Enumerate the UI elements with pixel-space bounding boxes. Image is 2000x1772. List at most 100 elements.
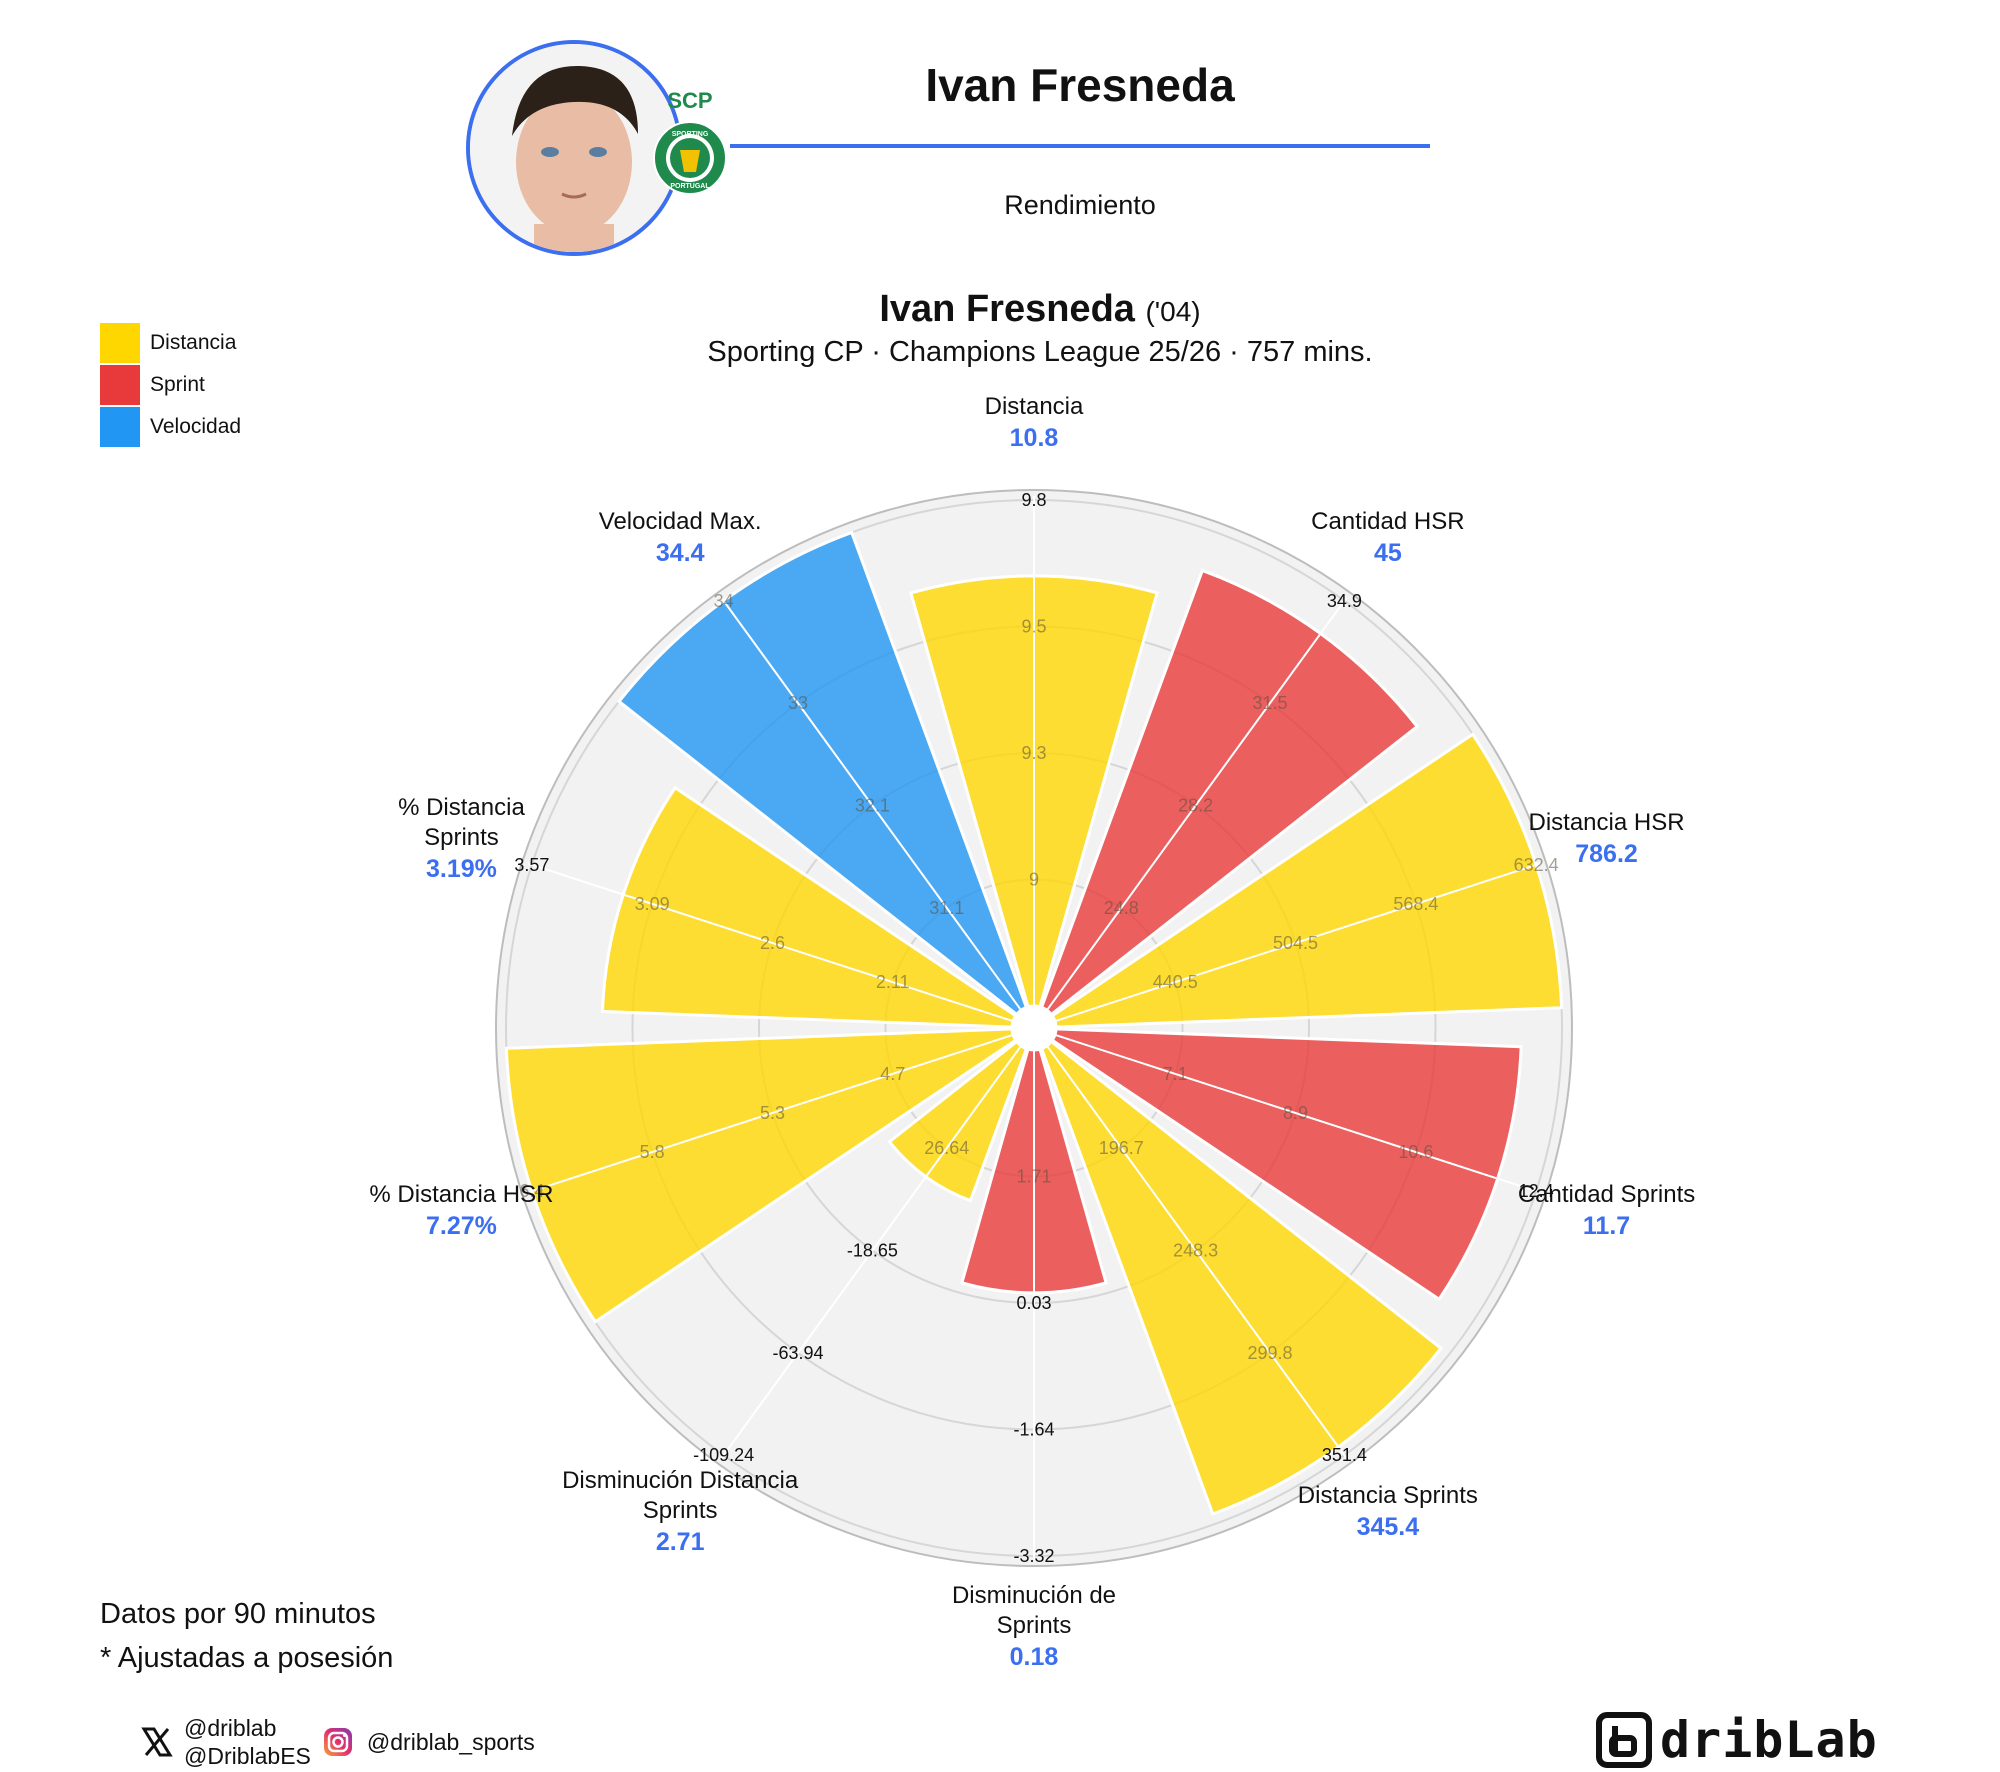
tick-label: 351.4 <box>1322 1445 1367 1465</box>
tick-label: 1.71 <box>1016 1167 1051 1187</box>
radar-spoke <box>1046 597 1348 1011</box>
legend-label: Distancia <box>150 331 237 354</box>
x-logo-icon[interactable] <box>140 1725 174 1759</box>
tick-label: 3.57 <box>514 855 549 875</box>
radar-spoke <box>720 597 1022 1011</box>
legend-item-distancia: Distancia <box>100 322 241 364</box>
driblab-logo-icon <box>1596 1712 1652 1768</box>
tick-label: 0.03 <box>1016 1293 1051 1313</box>
category-value: 786.2 <box>1575 840 1638 868</box>
x-handle-driblabes[interactable]: @DriblabES <box>184 1743 311 1769</box>
category-label: Velocidad Max. <box>599 508 762 535</box>
category-label: Sprints <box>997 1612 1072 1639</box>
tick-label: 5.3 <box>760 1103 785 1123</box>
tick-label: 3.09 <box>635 894 670 914</box>
tick-label: 34.9 <box>1327 591 1362 611</box>
category-label: % Distancia <box>398 794 525 821</box>
tick-label: 4.7 <box>880 1064 905 1084</box>
tick-label: 5.8 <box>640 1142 665 1162</box>
x-handles: @driblab @DriblabES <box>184 1714 311 1770</box>
tick-label: 8.9 <box>1283 1103 1308 1123</box>
category-value: 3.19% <box>426 855 497 883</box>
radar-spoke <box>527 862 1014 1023</box>
tick-label: 632.4 <box>1514 855 1559 875</box>
category-label: Disminución de <box>952 1582 1116 1609</box>
tick-label: 9.3 <box>1021 743 1046 763</box>
x-handle-driblab[interactable]: @driblab <box>184 1715 277 1741</box>
tick-label: -18.65 <box>847 1240 898 1260</box>
category-label: Distancia HSR <box>1529 809 1685 836</box>
radar-spoke <box>1046 1045 1348 1459</box>
header-divider <box>730 144 1430 148</box>
tick-label: -109.24 <box>693 1445 754 1465</box>
radar-center <box>1012 1006 1056 1050</box>
tick-label: 10.6 <box>1398 1142 1433 1162</box>
category-value: 34.4 <box>656 539 705 567</box>
tick-label: 440.5 <box>1153 972 1198 992</box>
tick-label: 12.4 <box>1519 1181 1554 1201</box>
legend-label: Velocidad <box>150 415 242 438</box>
badge-ring-top: SPORTING <box>672 131 709 138</box>
category-label: Sprints <box>424 824 499 851</box>
tick-label: -1.64 <box>1013 1420 1054 1440</box>
tick-label: 33 <box>788 693 808 713</box>
legend-label: Sprint <box>150 373 205 396</box>
radar-spoke <box>720 1045 1022 1459</box>
badge-ring-bottom: PORTUGAL <box>670 183 710 190</box>
player-photo <box>466 40 682 256</box>
tick-label: 6.4 <box>519 1181 544 1201</box>
tick-label: 31.1 <box>929 898 964 918</box>
chart-title-year: ('04) <box>1145 296 1201 327</box>
instagram-icon[interactable] <box>323 1727 353 1757</box>
category-value: 10.8 <box>1010 424 1059 452</box>
category-label: Sprints <box>643 1497 718 1524</box>
tick-label: 28.2 <box>1178 796 1213 816</box>
header-player-name: Ivan Fresneda <box>925 59 1235 111</box>
social-footer: @driblab @DriblabES @driblab_sports <box>140 1712 535 1772</box>
category-value: 45 <box>1374 539 1402 567</box>
tick-label: 31.5 <box>1252 693 1287 713</box>
category-label: Distancia Sprints <box>1298 1482 1478 1509</box>
tick-label: 9.8 <box>1021 490 1046 510</box>
category-label: Cantidad HSR <box>1311 508 1464 535</box>
tick-label: 34 <box>714 591 734 611</box>
note-possession: * Ajustadas a posesión <box>100 1642 394 1674</box>
category-label: Disminución Distancia <box>562 1467 799 1494</box>
tick-label: -63.94 <box>772 1343 823 1363</box>
club-badge: SCP SPORTING PORTUGAL <box>653 88 727 195</box>
category-value: 345.4 <box>1357 1513 1420 1541</box>
category-value: 11.7 <box>1583 1212 1630 1240</box>
tick-label: 2.6 <box>760 933 785 953</box>
legend-swatch-velocidad <box>100 407 140 447</box>
brand-name: dribLab <box>1660 1711 1878 1769</box>
radar-spoke <box>1054 1033 1541 1194</box>
legend-swatch-distancia <box>100 323 140 363</box>
legend-item-sprint: Sprint <box>100 364 241 406</box>
tick-label: 248.3 <box>1173 1240 1218 1260</box>
tick-label: 9 <box>1029 870 1039 890</box>
tick-label: 24.8 <box>1104 898 1139 918</box>
category-value: 0.18 <box>1010 1643 1059 1671</box>
chart-subtitle: Sporting CP · Champions League 25/26 · 7… <box>707 336 1373 368</box>
legend-item-velocidad: Velocidad <box>100 406 241 448</box>
chart-title: Ivan Fresneda ('04) <box>520 288 1560 331</box>
driblab-logo: dribLab <box>1596 1711 1878 1769</box>
category-label: Distancia <box>985 393 1084 420</box>
chart-title-name: Ivan Fresneda <box>879 288 1135 330</box>
tick-label: 196.7 <box>1099 1138 1144 1158</box>
tick-label: -3.32 <box>1013 1546 1054 1566</box>
header-subtitle: Rendimiento <box>1004 190 1156 220</box>
category-label: % Distancia HSR <box>369 1181 553 1208</box>
legend: Distancia Sprint Velocidad <box>100 322 241 448</box>
tick-label: 7.1 <box>1163 1064 1188 1084</box>
badge-text: SCP <box>667 88 712 113</box>
tick-label: 2.11 <box>876 972 910 992</box>
notes: Datos por 90 minutos * Ajustadas a poses… <box>100 1592 393 1680</box>
tick-label: 504.5 <box>1273 933 1318 953</box>
tick-label: 32.1 <box>855 796 890 816</box>
instagram-handle[interactable]: @driblab_sports <box>366 1728 535 1755</box>
tick-label: 299.8 <box>1247 1343 1292 1363</box>
tick-label: 26.64 <box>924 1138 969 1158</box>
tick-label: 9.5 <box>1021 617 1046 637</box>
